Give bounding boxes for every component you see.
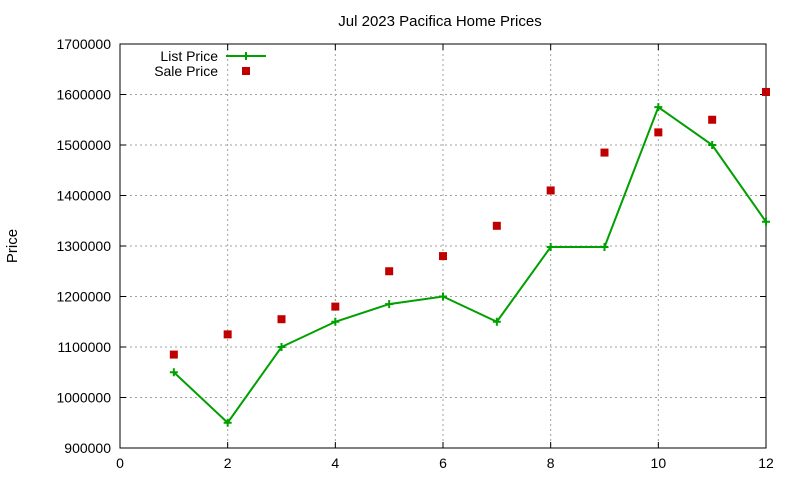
sale-price-point: [708, 116, 716, 124]
sale-price-point: [385, 267, 393, 275]
sale-price-point: [331, 303, 339, 311]
list-price-series: [170, 103, 770, 427]
y-tick-label: 1600000: [56, 87, 111, 103]
x-tick-label: 0: [116, 455, 124, 471]
legend-item-list-price: List Price: [160, 48, 266, 64]
y-tick-label: 1100000: [58, 339, 112, 355]
x-tick-label: 2: [224, 455, 232, 471]
legend-marker: [242, 67, 250, 75]
x-tick-label: 8: [547, 455, 555, 471]
legend-item-sale-price: Sale Price: [154, 63, 250, 79]
y-axis-label: Price: [4, 229, 21, 263]
legend-label: List Price: [160, 48, 218, 64]
sale-price-point: [601, 149, 609, 157]
x-tick-label: 4: [331, 455, 339, 471]
list-price-point: [439, 293, 447, 301]
list-price-point: [601, 243, 609, 251]
sale-price-point: [493, 222, 501, 230]
y-tick-label: 1500000: [56, 137, 111, 153]
y-tick-label: 900000: [64, 440, 111, 456]
x-tick-label: 6: [439, 455, 447, 471]
grid-layer: [120, 44, 766, 448]
ticks-layer: 0 2 4 6 8 10 12 900000 1000000 1100000 1200000 1300…: [56, 36, 774, 471]
list-price-line: [174, 107, 766, 423]
sale-price-point: [278, 315, 286, 323]
sale-price-point: [439, 252, 447, 260]
x-tick-label: 12: [758, 455, 774, 471]
y-tick-label: 1300000: [56, 238, 111, 254]
sale-price-point: [224, 330, 232, 338]
sale-price-series: [170, 88, 770, 359]
list-price-point: [331, 318, 339, 326]
series-layer: [170, 88, 770, 427]
y-tick-label: 1700000: [56, 36, 111, 52]
x-tick-label: 10: [651, 455, 667, 471]
chart-title: Jul 2023 Pacifica Home Prices: [338, 13, 541, 30]
legend-label: Sale Price: [154, 63, 218, 79]
sale-price-point: [547, 186, 555, 194]
legend-marker: [242, 52, 250, 60]
y-tick-label: 1400000: [56, 188, 111, 204]
y-tick-label: 1000000: [56, 390, 111, 406]
y-tick-label: 1200000: [56, 289, 111, 305]
list-price-point: [385, 300, 393, 308]
sale-price-point: [654, 128, 662, 136]
sale-price-point: [762, 88, 770, 96]
sale-price-point: [170, 351, 178, 359]
